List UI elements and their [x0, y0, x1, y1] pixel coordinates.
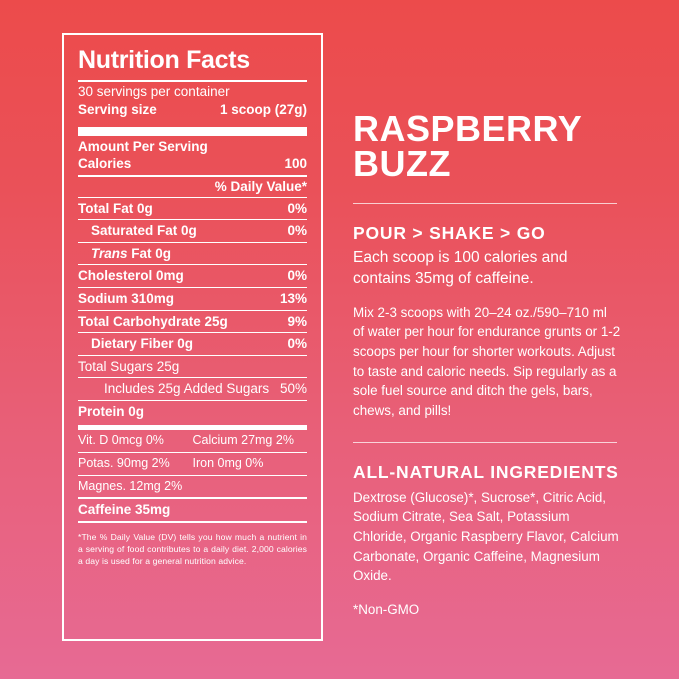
- micronutrient-left: Magnes. 12mg 2%: [78, 478, 183, 493]
- nutrient-row-divider: [78, 377, 307, 379]
- directions-text: Mix 2-3 scoops with 20–24 oz./590–710 ml…: [353, 304, 621, 419]
- micronutrient-row: Potas. 90mg 2% Iron 0mg 0%: [78, 453, 307, 475]
- divider-below-caffeine: [78, 520, 307, 523]
- brand-line-1: RASPBERRY: [353, 108, 583, 149]
- divider-above-micros: [78, 425, 307, 431]
- calories-value: 100: [284, 156, 307, 172]
- nutrient-row-divider: [78, 264, 307, 266]
- serving-size-row: Serving size 1 scoop (27g): [78, 101, 307, 119]
- nutrient-label: Protein 0g: [78, 403, 145, 419]
- micronutrient-left: Vit. D 0mcg 0%: [78, 433, 164, 448]
- micronutrient-row: Magnes. 12mg 2%: [78, 476, 307, 498]
- nutrition-facts-panel: Nutrition Facts 30 servings per containe…: [62, 33, 323, 641]
- caffeine-row: Caffeine 35mg: [78, 502, 171, 518]
- nutrient-label: Sodium 310mg: [78, 290, 175, 306]
- nutrient-daily-value: 0%: [287, 336, 307, 352]
- micronutrient-right: Iron 0mg 0%: [192, 455, 264, 470]
- ingredients-heading: ALL-NATURAL INGREDIENTS: [353, 462, 619, 483]
- nutrient-label: Total Sugars 25g: [78, 358, 180, 374]
- micronutrient-row-divider: [78, 474, 307, 476]
- nutrient-daily-value: 0%: [287, 200, 307, 216]
- micronutrient-right: Calcium 27mg 2%: [192, 433, 294, 448]
- nutrient-label: Cholesterol 0mg: [78, 268, 184, 284]
- ingredients-text: Dextrose (Glucose)*, Sucrose*, Citric Ac…: [353, 489, 619, 584]
- nutrient-row-divider: [78, 399, 307, 401]
- nutrient-row: Total Fat 0g 0%: [78, 198, 307, 220]
- micronutrient-left: Potas. 90mg 2%: [78, 455, 170, 470]
- nutrient-label: Dietary Fiber 0g: [91, 336, 194, 352]
- tagline-heading: POUR > SHAKE > GO: [353, 223, 546, 244]
- nutrient-row: Protein 0g: [78, 401, 307, 423]
- nutrient-row-divider: [78, 286, 307, 288]
- nutrient-row-divider: [78, 354, 307, 356]
- nutrient-daily-value: 13%: [279, 290, 307, 306]
- divider-under-brand: [353, 202, 617, 205]
- serving-info: 30 servings per container Serving size 1…: [78, 82, 307, 119]
- calories-label: Calories: [78, 156, 132, 172]
- nutrient-row: Total Sugars 25g: [78, 356, 307, 378]
- nutrient-label: Total Fat 0g: [78, 200, 153, 216]
- nutrient-row: Trans Fat 0g: [78, 243, 307, 265]
- daily-value-footnote: *The % Daily Value (DV) tells you how mu…: [78, 531, 307, 567]
- nutrient-daily-value: 0%: [287, 268, 307, 284]
- micronutrient-row-divider: [78, 451, 307, 453]
- nutrient-row: Sodium 310mg 13%: [78, 288, 307, 310]
- tagline-lead: Each scoop is 100 calories and contains …: [353, 249, 568, 288]
- nutrient-row-divider: [78, 196, 307, 198]
- nutrient-daily-value: 50%: [279, 381, 307, 397]
- nutrient-rows: Total Fat 0g 0% Saturated Fat 0g 0% Trans Fa…: [78, 196, 307, 423]
- non-gmo-note: *Non-GMO: [353, 602, 420, 618]
- nutrient-label: Total Carbohydrate 25g: [78, 313, 228, 329]
- calories-row: Calories 100: [78, 155, 307, 175]
- serving-size-value: 1 scoop (27g): [219, 102, 307, 118]
- brand-line-2: BUZZ: [353, 142, 451, 184]
- nutrient-daily-value: 9%: [287, 313, 307, 329]
- nutrient-row-divider: [78, 309, 307, 311]
- nutrient-daily-value: 0%: [287, 223, 307, 239]
- nutrient-row: Saturated Fat 0g 0%: [78, 220, 307, 242]
- micronutrient-rows: Vit. D 0mcg 0% Calcium 27mg 2% Potas. 90mg…: [78, 430, 307, 497]
- divider-under-calories: [78, 174, 307, 177]
- divider-thick-top: [78, 126, 307, 136]
- micronutrient-row: Vit. D 0mcg 0% Calcium 27mg 2%: [78, 430, 307, 452]
- divider-above-caffeine: [78, 497, 307, 500]
- micronutrient-right: [193, 479, 308, 495]
- nutrient-row: Dietary Fiber 0g 0%: [78, 333, 307, 355]
- nutrient-label: Includes 25g Added Sugars: [104, 381, 270, 397]
- divider-above-ingredients: [353, 441, 617, 444]
- nutrient-row-divider: [78, 332, 307, 334]
- nutrient-label: Saturated Fat 0g: [91, 223, 197, 239]
- nutrient-row-divider: [78, 241, 307, 243]
- product-info-column: RASPBERRY BUZZ POUR > SHAKE > GO Each sc…: [353, 33, 621, 620]
- nutrient-row: Includes 25g Added Sugars 50%: [78, 378, 307, 400]
- serving-size-label: Serving size: [78, 102, 157, 118]
- nutrient-row: Cholesterol 0mg 0%: [78, 265, 307, 287]
- nutrient-row: Total Carbohydrate 25g 9%: [78, 311, 307, 333]
- daily-value-header: % Daily Value*: [214, 178, 307, 194]
- divider-under-title: [78, 80, 307, 83]
- nutrition-facts-title: Nutrition Facts: [78, 46, 250, 74]
- servings-per-container: 30 servings per container: [78, 84, 230, 100]
- nutrient-row-divider: [78, 219, 307, 221]
- nutrient-label: Trans Fat 0g: [91, 245, 172, 261]
- amount-per-serving-label: Amount Per Serving: [78, 138, 208, 154]
- product-title: RASPBERRY BUZZ: [353, 108, 621, 184]
